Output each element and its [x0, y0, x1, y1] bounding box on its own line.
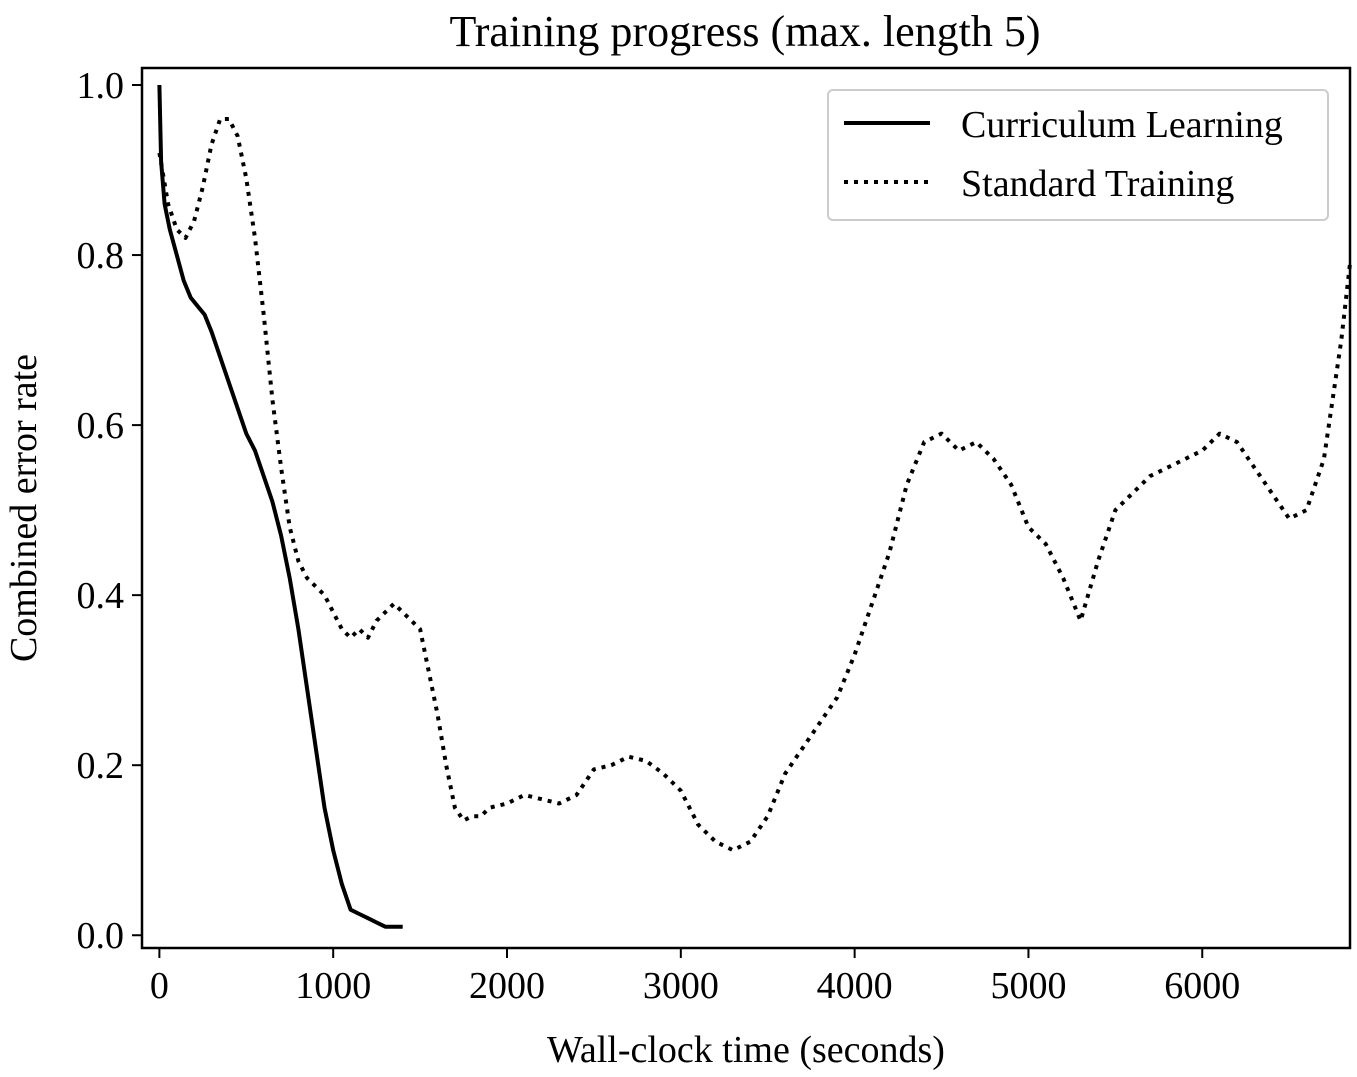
- y-tick-label: 0.0: [77, 915, 125, 957]
- x-tick-label: 2000: [469, 965, 545, 1007]
- y-tick-label: 1.0: [77, 65, 125, 107]
- legend-label-curriculum-learning: Curriculum Learning: [961, 104, 1283, 146]
- legend: Curriculum Learning Standard Training: [827, 89, 1329, 221]
- legend-label-standard-training: Standard Training: [961, 163, 1234, 205]
- series-line-curriculum-learning: [157, 84, 403, 929]
- y-tick-label: 0.2: [77, 745, 125, 787]
- legend-box: [827, 89, 1329, 221]
- series-line-standard-training: [157, 117, 1352, 853]
- x-tick-label: 4000: [817, 965, 893, 1007]
- x-tick-label: 6000: [1164, 965, 1240, 1007]
- x-axis-ticks: 0 1000 2000 3000 4000 5000 6000: [150, 948, 1240, 1007]
- x-tick-label: 1000: [295, 965, 371, 1007]
- x-tick-label: 5000: [990, 965, 1066, 1007]
- y-tick-label: 0.6: [77, 405, 125, 447]
- series-layer: [157, 84, 1352, 929]
- x-tick-label: 3000: [643, 965, 719, 1007]
- y-tick-label: 0.4: [77, 575, 125, 617]
- x-axis-label: Wall-clock time (seconds): [547, 1029, 945, 1071]
- y-axis-ticks: 0.0 0.2 0.4 0.6 0.8 1.0: [77, 65, 142, 957]
- x-tick-label: 0: [150, 965, 169, 1007]
- plot-frame: [140, 66, 1352, 950]
- y-axis-label: Combined error rate: [3, 354, 45, 662]
- y-tick-label: 0.8: [77, 235, 125, 277]
- chart-title: Training progress (max. length 5): [449, 7, 1040, 56]
